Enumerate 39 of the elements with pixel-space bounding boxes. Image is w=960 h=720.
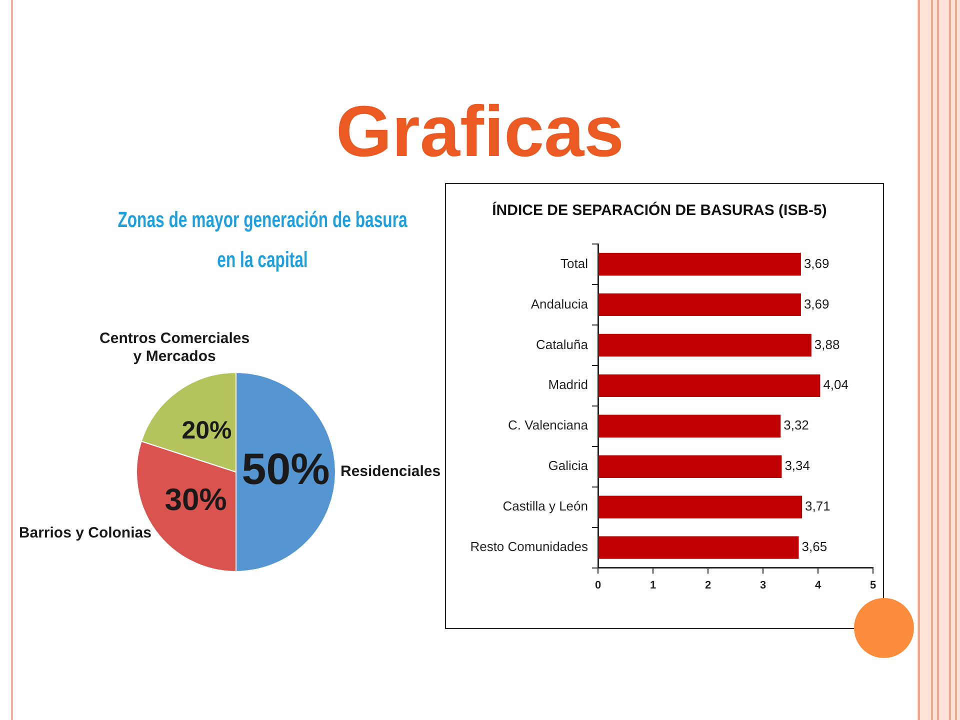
y-tick-label: Cataluña [536,336,589,352]
y-tick-label: Madrid [548,377,588,392]
x-tick-label: 5 [870,579,876,592]
data-label: 50% [242,445,330,494]
x-tick-label: 3 [760,579,766,592]
data-label: 3,69 [804,256,830,271]
chart-title: ÍNDICE DE SEPARACIÓN DE BASURAS (ISB-5) [492,201,827,220]
bar [598,252,801,276]
x-tick-label: 2 [704,579,712,592]
data-label: 3,71 [805,498,830,514]
y-tick-label: C. Valenciana [508,418,589,433]
y-tick-label: Resto Comunidades [470,539,588,554]
data-label: 4,04 [823,377,849,392]
y-tick-label: Total [560,256,588,271]
bar [598,334,812,357]
slice-label: Residenciales [340,463,441,480]
slice-label: Centros Comerciales y Mercados [100,330,250,366]
bar [598,374,820,397]
y-tick-label: Castilla y León [502,498,588,514]
x-tick-label: 1 [650,579,656,592]
data-label: 20% [182,416,232,445]
data-label: 3,88 [814,336,840,352]
bar [598,536,799,559]
bar [598,455,782,478]
data-label: 3,65 [802,539,828,554]
text: Graficas [334,92,626,172]
y-tick-label: Andalucia [530,296,589,312]
bar [598,496,802,518]
chart-title: Zonas de mayor generación de basura en la capital [116,206,408,274]
slice-label: Barrios y Colonias [18,524,152,542]
x-tick-label: 0 [594,579,602,592]
y-tick-label: Galicia [548,458,589,474]
bar [598,414,781,438]
x-tick-label: 4 [814,579,822,592]
data-label: 3,34 [784,458,810,474]
data-label: 3,69 [804,296,830,312]
bar [598,293,801,316]
data-label: 30% [164,482,227,517]
data-label: 3,32 [784,418,809,433]
